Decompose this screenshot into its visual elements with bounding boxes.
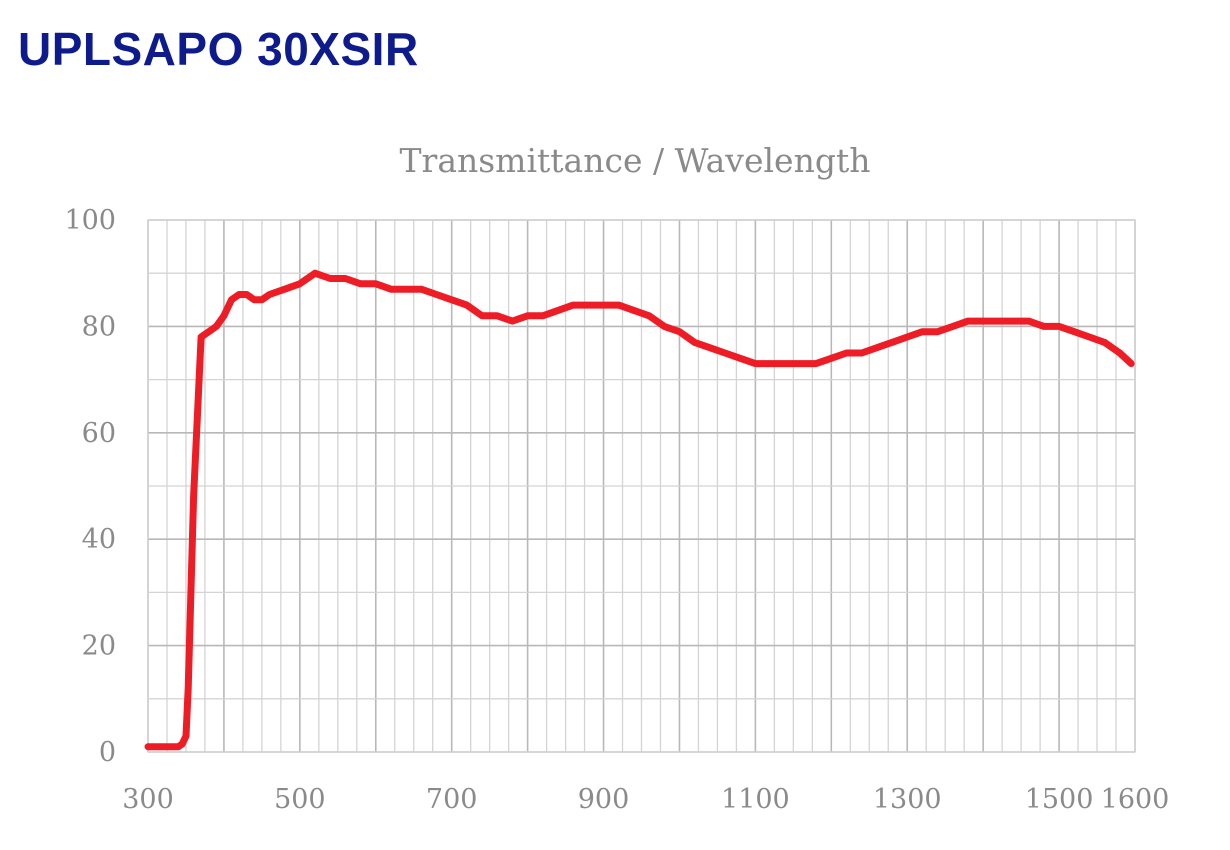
x-tick-label: 700 <box>426 784 478 815</box>
product-title: UPLSAPO 30XSIR <box>18 23 419 75</box>
y-axis: 100 80 60 40 20 0 <box>64 205 116 768</box>
x-tick-label: 500 <box>274 784 326 815</box>
x-tick-label: 1600 <box>1101 784 1170 815</box>
y-tick-label: 100 <box>64 205 116 236</box>
x-tick-label: 1100 <box>721 784 790 815</box>
y-tick-label: 40 <box>82 524 116 555</box>
series-line <box>144 269 1135 751</box>
y-tick-label: 60 <box>82 418 116 449</box>
series-group <box>144 269 1135 751</box>
y-tick-label: 80 <box>82 311 116 342</box>
x-tick-label: 1300 <box>873 784 942 815</box>
chart-title: Transmittance / Wavelength <box>400 141 871 180</box>
x-axis: 300 500 700 900 1100 1300 1500 1600 <box>122 784 1169 815</box>
x-tick-label: 900 <box>578 784 630 815</box>
x-tick-label: 300 <box>122 784 174 815</box>
x-tick-label: 1500 <box>1025 784 1094 815</box>
y-tick-label: 0 <box>99 737 116 768</box>
y-tick-label: 20 <box>82 631 116 662</box>
plot-frame <box>147 219 1136 753</box>
chart-grid <box>147 219 1136 753</box>
